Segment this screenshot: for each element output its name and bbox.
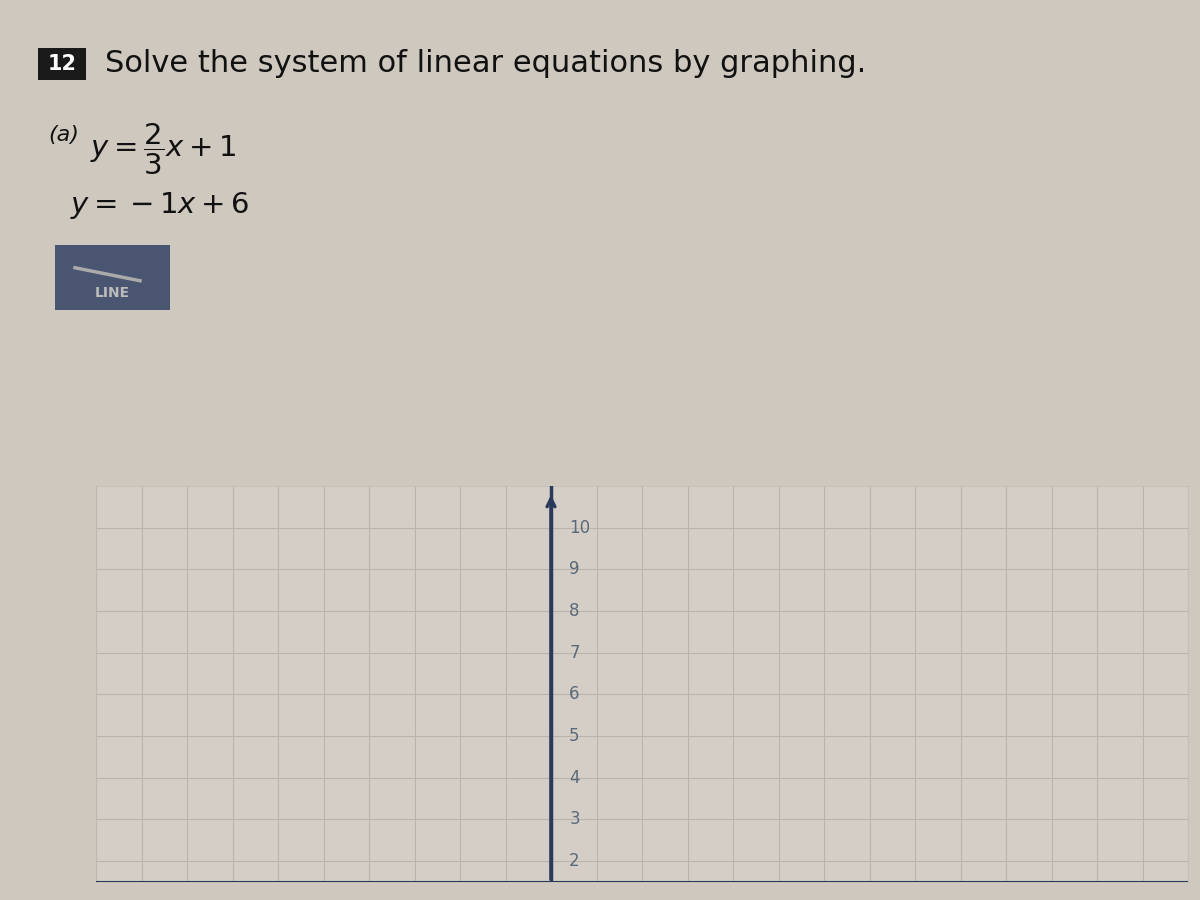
Text: 12: 12 <box>48 54 77 74</box>
Bar <box>38 48 86 80</box>
Text: 5: 5 <box>569 727 580 745</box>
Text: Solve the system of linear equations by graphing.: Solve the system of linear equations by … <box>106 50 866 78</box>
Bar <box>55 245 170 310</box>
Text: 2: 2 <box>569 852 580 870</box>
Text: (a): (a) <box>48 125 79 145</box>
Text: $y = -1x + 6$: $y = -1x + 6$ <box>70 190 250 221</box>
Text: 3: 3 <box>569 811 580 829</box>
Text: $y = \dfrac{2}{3}x + 1$: $y = \dfrac{2}{3}x + 1$ <box>90 122 236 177</box>
Text: 8: 8 <box>569 602 580 620</box>
Text: 6: 6 <box>569 686 580 704</box>
Text: 7: 7 <box>569 644 580 662</box>
Text: LINE: LINE <box>95 286 130 300</box>
Text: 10: 10 <box>569 518 590 536</box>
Text: 9: 9 <box>569 561 580 579</box>
Text: 4: 4 <box>569 769 580 787</box>
